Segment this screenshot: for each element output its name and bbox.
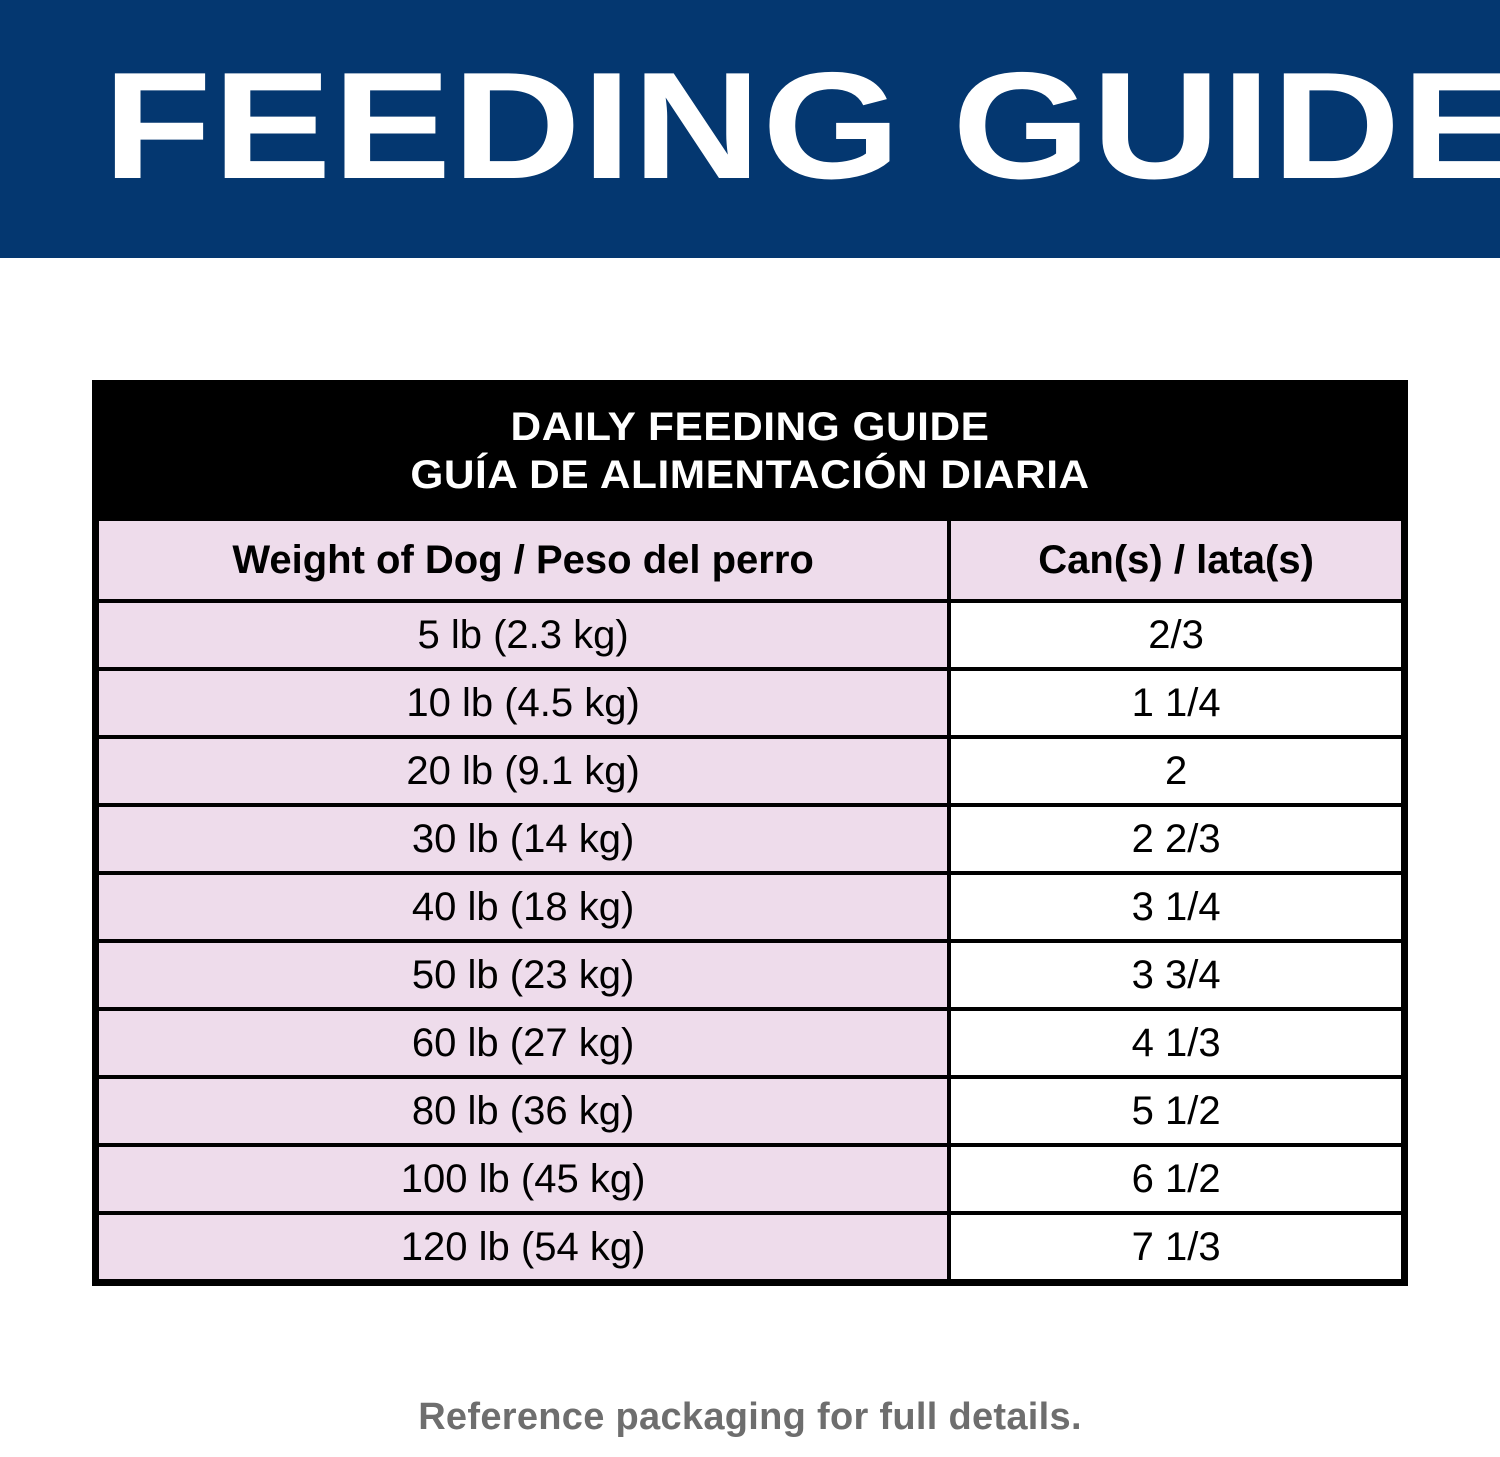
table-row: 50 lb (23 kg) 3 3/4 <box>99 939 1401 1011</box>
page-title: FEEDING GUIDE <box>103 41 1500 211</box>
table-title-block: DAILY FEEDING GUIDE GUÍA DE ALIMENTACIÓN… <box>99 387 1401 517</box>
cell-cans: 3 1/4 <box>949 871 1401 943</box>
table-body: 5 lb (2.3 kg) 2/3 10 lb (4.5 kg) 1 1/4 20 lb… <box>99 599 1401 1279</box>
table-row: 40 lb (18 kg) 3 1/4 <box>99 871 1401 943</box>
table-title-spanish: GUÍA DE ALIMENTACIÓN DIARIA <box>410 453 1090 497</box>
table-title-english: DAILY FEEDING GUIDE <box>510 405 990 449</box>
cell-cans: 2 2/3 <box>949 803 1401 875</box>
table-head: Weight of Dog / Peso del perro Can(s) / … <box>99 517 1401 603</box>
table-row: 100 lb (45 kg) 6 1/2 <box>99 1143 1401 1215</box>
cell-weight: 30 lb (14 kg) <box>99 803 952 875</box>
column-header-cans: Can(s) / lata(s) <box>949 517 1401 603</box>
cell-weight: 60 lb (27 kg) <box>99 1007 952 1079</box>
cell-cans: 5 1/2 <box>949 1075 1401 1147</box>
cell-cans: 2/3 <box>949 599 1401 671</box>
cell-cans: 3 3/4 <box>949 939 1401 1011</box>
cell-weight: 5 lb (2.3 kg) <box>99 599 952 671</box>
cell-weight: 40 lb (18 kg) <box>99 871 952 943</box>
feeding-table: Weight of Dog / Peso del perro Can(s) / … <box>99 517 1401 1279</box>
column-header-weight: Weight of Dog / Peso del perro <box>99 517 952 603</box>
table-row: 20 lb (9.1 kg) 2 <box>99 735 1401 807</box>
cell-weight: 50 lb (23 kg) <box>99 939 952 1011</box>
cell-weight: 10 lb (4.5 kg) <box>99 667 952 739</box>
table-row: 5 lb (2.3 kg) 2/3 <box>99 599 1401 671</box>
header-banner: FEEDING GUIDE <box>0 0 1500 258</box>
cell-weight: 120 lb (54 kg) <box>99 1211 952 1279</box>
table-row: 60 lb (27 kg) 4 1/3 <box>99 1007 1401 1079</box>
cell-cans: 7 1/3 <box>949 1211 1401 1279</box>
cell-cans: 4 1/3 <box>949 1007 1401 1079</box>
table-row: 10 lb (4.5 kg) 1 1/4 <box>99 667 1401 739</box>
cell-weight: 80 lb (36 kg) <box>99 1075 952 1147</box>
cell-cans: 6 1/2 <box>949 1143 1401 1215</box>
table-row: 120 lb (54 kg) 7 1/3 <box>99 1211 1401 1279</box>
table-header-row: Weight of Dog / Peso del perro Can(s) / … <box>99 517 1401 603</box>
table-row: 80 lb (36 kg) 5 1/2 <box>99 1075 1401 1147</box>
cell-weight: 100 lb (45 kg) <box>99 1143 952 1215</box>
daily-feeding-guide-table: DAILY FEEDING GUIDE GUÍA DE ALIMENTACIÓN… <box>92 380 1408 1286</box>
cell-cans: 1 1/4 <box>949 667 1401 739</box>
table-row: 30 lb (14 kg) 2 2/3 <box>99 803 1401 875</box>
cell-weight: 20 lb (9.1 kg) <box>99 735 952 807</box>
footer-note: Reference packaging for full details. <box>418 1396 1082 1438</box>
cell-cans: 2 <box>949 735 1401 807</box>
